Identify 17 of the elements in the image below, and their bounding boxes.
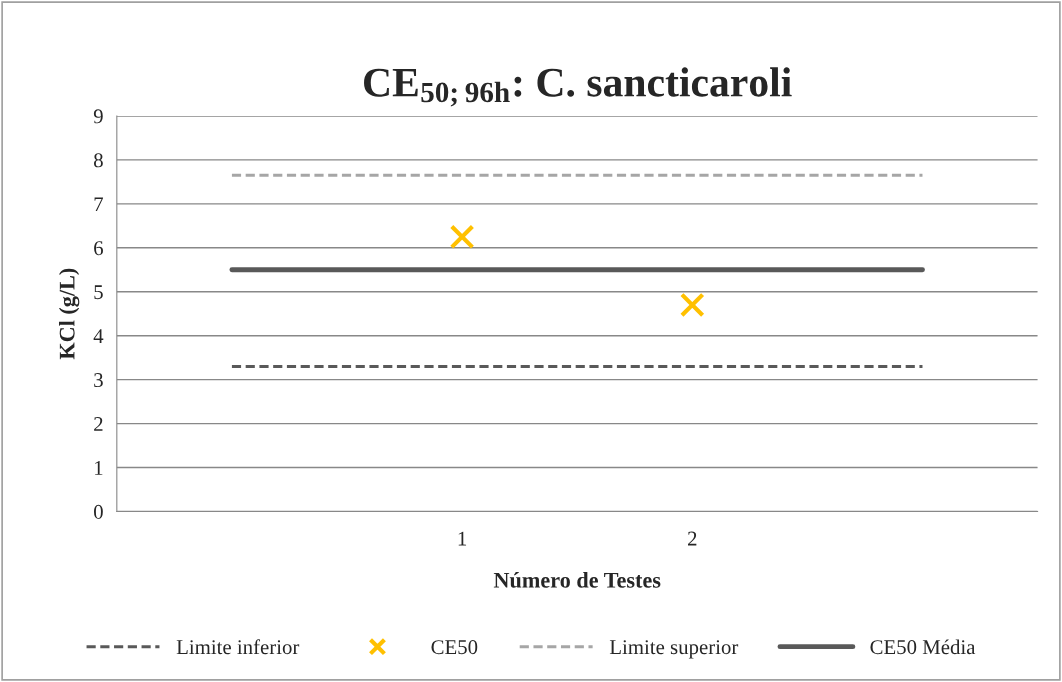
legend-label: Limite superior: [609, 640, 739, 659]
legend-label: CE50 Média: [870, 639, 976, 655]
y-tick-label: 5: [94, 285, 103, 300]
y-tick-label: 1: [95, 461, 103, 475]
legend-label: CE50: [431, 640, 478, 655]
y-tick-label: 2: [94, 417, 103, 431]
y-tick-label: 3: [94, 373, 103, 388]
y-tick-label: 4: [93, 329, 104, 343]
y-tick-label: 0: [94, 504, 103, 519]
chart-title: CE$_{50;96h}$: C. sancticaroli: [364, 67, 792, 107]
y-tick-label: 7: [94, 197, 104, 212]
y-tick-label: 9: [93, 109, 103, 124]
x-axis-title: Número de Testes: [493, 572, 661, 588]
legend-label: Limite inferior: [176, 639, 300, 655]
y-axis-title: KCl (g/L): [58, 268, 80, 360]
y-tick-label: 6: [94, 241, 103, 256]
y-tick-label: 8: [94, 153, 103, 168]
